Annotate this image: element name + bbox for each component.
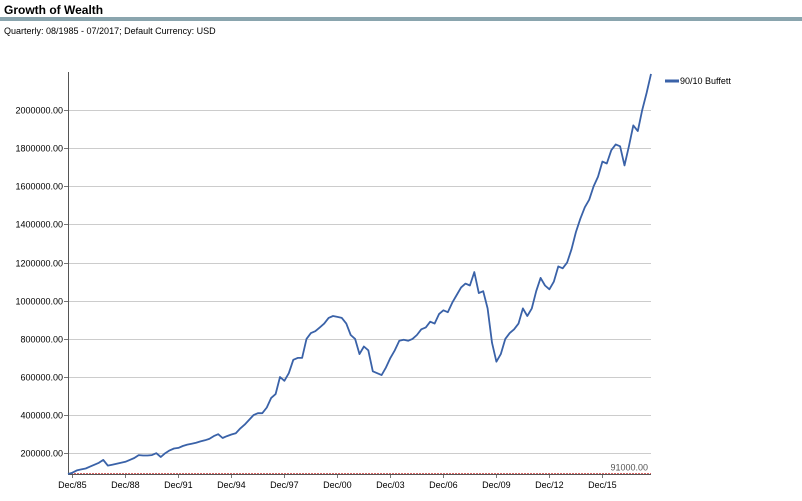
x-tick-label: Dec/06 [429, 480, 458, 490]
x-tick-label: Dec/94 [217, 480, 246, 490]
legend: 90/10 Buffett [665, 76, 731, 86]
x-tick-label: Dec/03 [376, 480, 405, 490]
baseline: 91000.00 [68, 463, 651, 474]
x-tick-label: Dec/88 [111, 480, 140, 490]
chart-subtitle: Quarterly: 08/1985 - 07/2017; Default Cu… [4, 26, 216, 36]
x-tick-label: Dec/15 [588, 480, 617, 490]
x-tick-label: Dec/12 [535, 480, 564, 490]
x-tick-label: Dec/00 [323, 480, 352, 490]
y-tick-label: 800000.00 [20, 335, 63, 345]
x-axis-tick-labels: Dec/85 Dec/88 Dec/91 Dec/94 Dec/97 Dec/00 Dec/… [58, 480, 617, 490]
y-tick-label: 1800000.00 [15, 144, 63, 154]
y-tick-label: 200000.00 [20, 449, 63, 459]
y-tick-label: 2000000.00 [15, 106, 63, 116]
y-tick-label: 1600000.00 [15, 182, 63, 192]
grid-lines [68, 110, 651, 454]
x-tick-label: Dec/91 [164, 480, 193, 490]
chart-title: Growth of Wealth [4, 3, 104, 17]
y-tick-label: 1000000.00 [15, 297, 63, 307]
y-tick-label: 1200000.00 [15, 259, 63, 269]
x-tick-label: Dec/85 [58, 480, 87, 490]
y-axis-tick-labels: 200000.00 400000.00 600000.00 800000.00 1000… [15, 106, 63, 459]
series-line-90-10-buffett [67, 73, 652, 475]
legend-label: 90/10 Buffett [680, 76, 731, 86]
y-tick-label: 1400000.00 [15, 220, 63, 230]
title-divider [0, 17, 802, 21]
y-tick-label: 400000.00 [20, 411, 63, 421]
x-tick-label: Dec/09 [482, 480, 511, 490]
axes [64, 72, 651, 478]
x-tick-label: Dec/97 [270, 480, 299, 490]
series-lines [67, 73, 652, 475]
baseline-label: 91000.00 [610, 463, 648, 473]
y-tick-label: 600000.00 [20, 373, 63, 383]
